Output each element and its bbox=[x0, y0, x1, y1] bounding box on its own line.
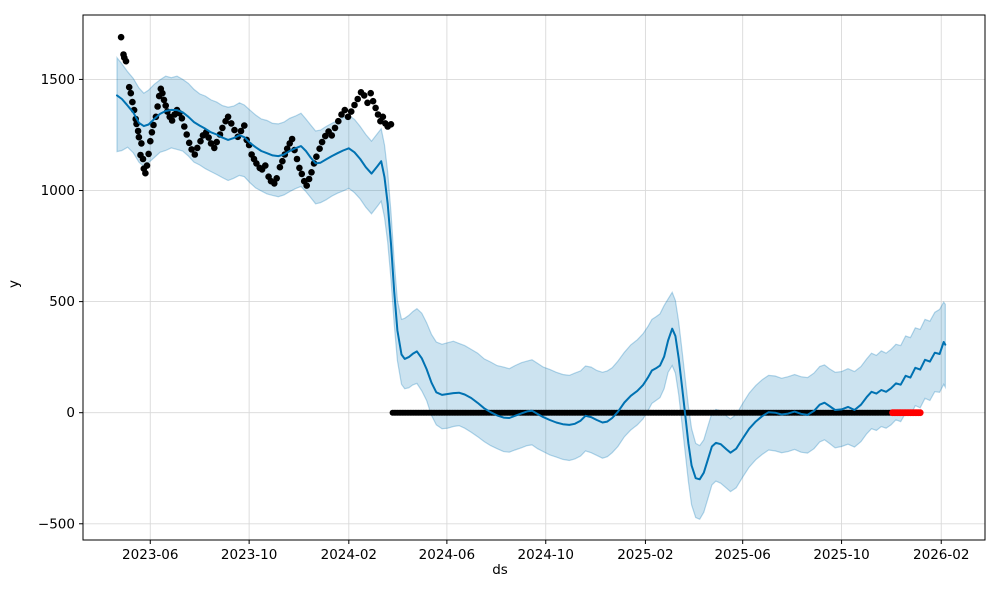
x-tick-label: 2025-02 bbox=[617, 547, 673, 563]
observed-points bbox=[117, 33, 395, 189]
x-tick-label: 2025-10 bbox=[813, 547, 869, 563]
x-tick-label: 2024-02 bbox=[321, 547, 377, 563]
plot-border bbox=[82, 14, 986, 541]
x-tick-label: 2023-06 bbox=[122, 547, 178, 563]
y-tick-label: 1500 bbox=[41, 72, 75, 88]
forecast-line bbox=[116, 94, 947, 481]
x-tick-label: 2024-10 bbox=[518, 547, 574, 563]
x-tick-label: 2025-06 bbox=[714, 547, 770, 563]
y-tick-label: 0 bbox=[66, 405, 75, 421]
x-tick-label: 2023-10 bbox=[221, 547, 277, 563]
x-axis-label: ds bbox=[492, 562, 508, 578]
recent-red-points bbox=[889, 409, 924, 417]
x-tick-label: 2024-06 bbox=[419, 547, 475, 563]
axis-ticks bbox=[79, 78, 942, 544]
y-tick-label: 1000 bbox=[41, 183, 75, 199]
gridlines bbox=[83, 15, 985, 540]
y-tick-label: 500 bbox=[49, 294, 75, 310]
x-tick-label: 2026-02 bbox=[913, 547, 969, 563]
uncertainty-band bbox=[116, 55, 946, 521]
tick-labels: 2023-06 2023-10 2024-02 2024-06 2024-10 2025-… bbox=[38, 72, 970, 563]
y-tick-label: −500 bbox=[38, 516, 75, 532]
y-axis-label: y bbox=[6, 280, 22, 288]
observed-zero-points bbox=[389, 409, 895, 416]
